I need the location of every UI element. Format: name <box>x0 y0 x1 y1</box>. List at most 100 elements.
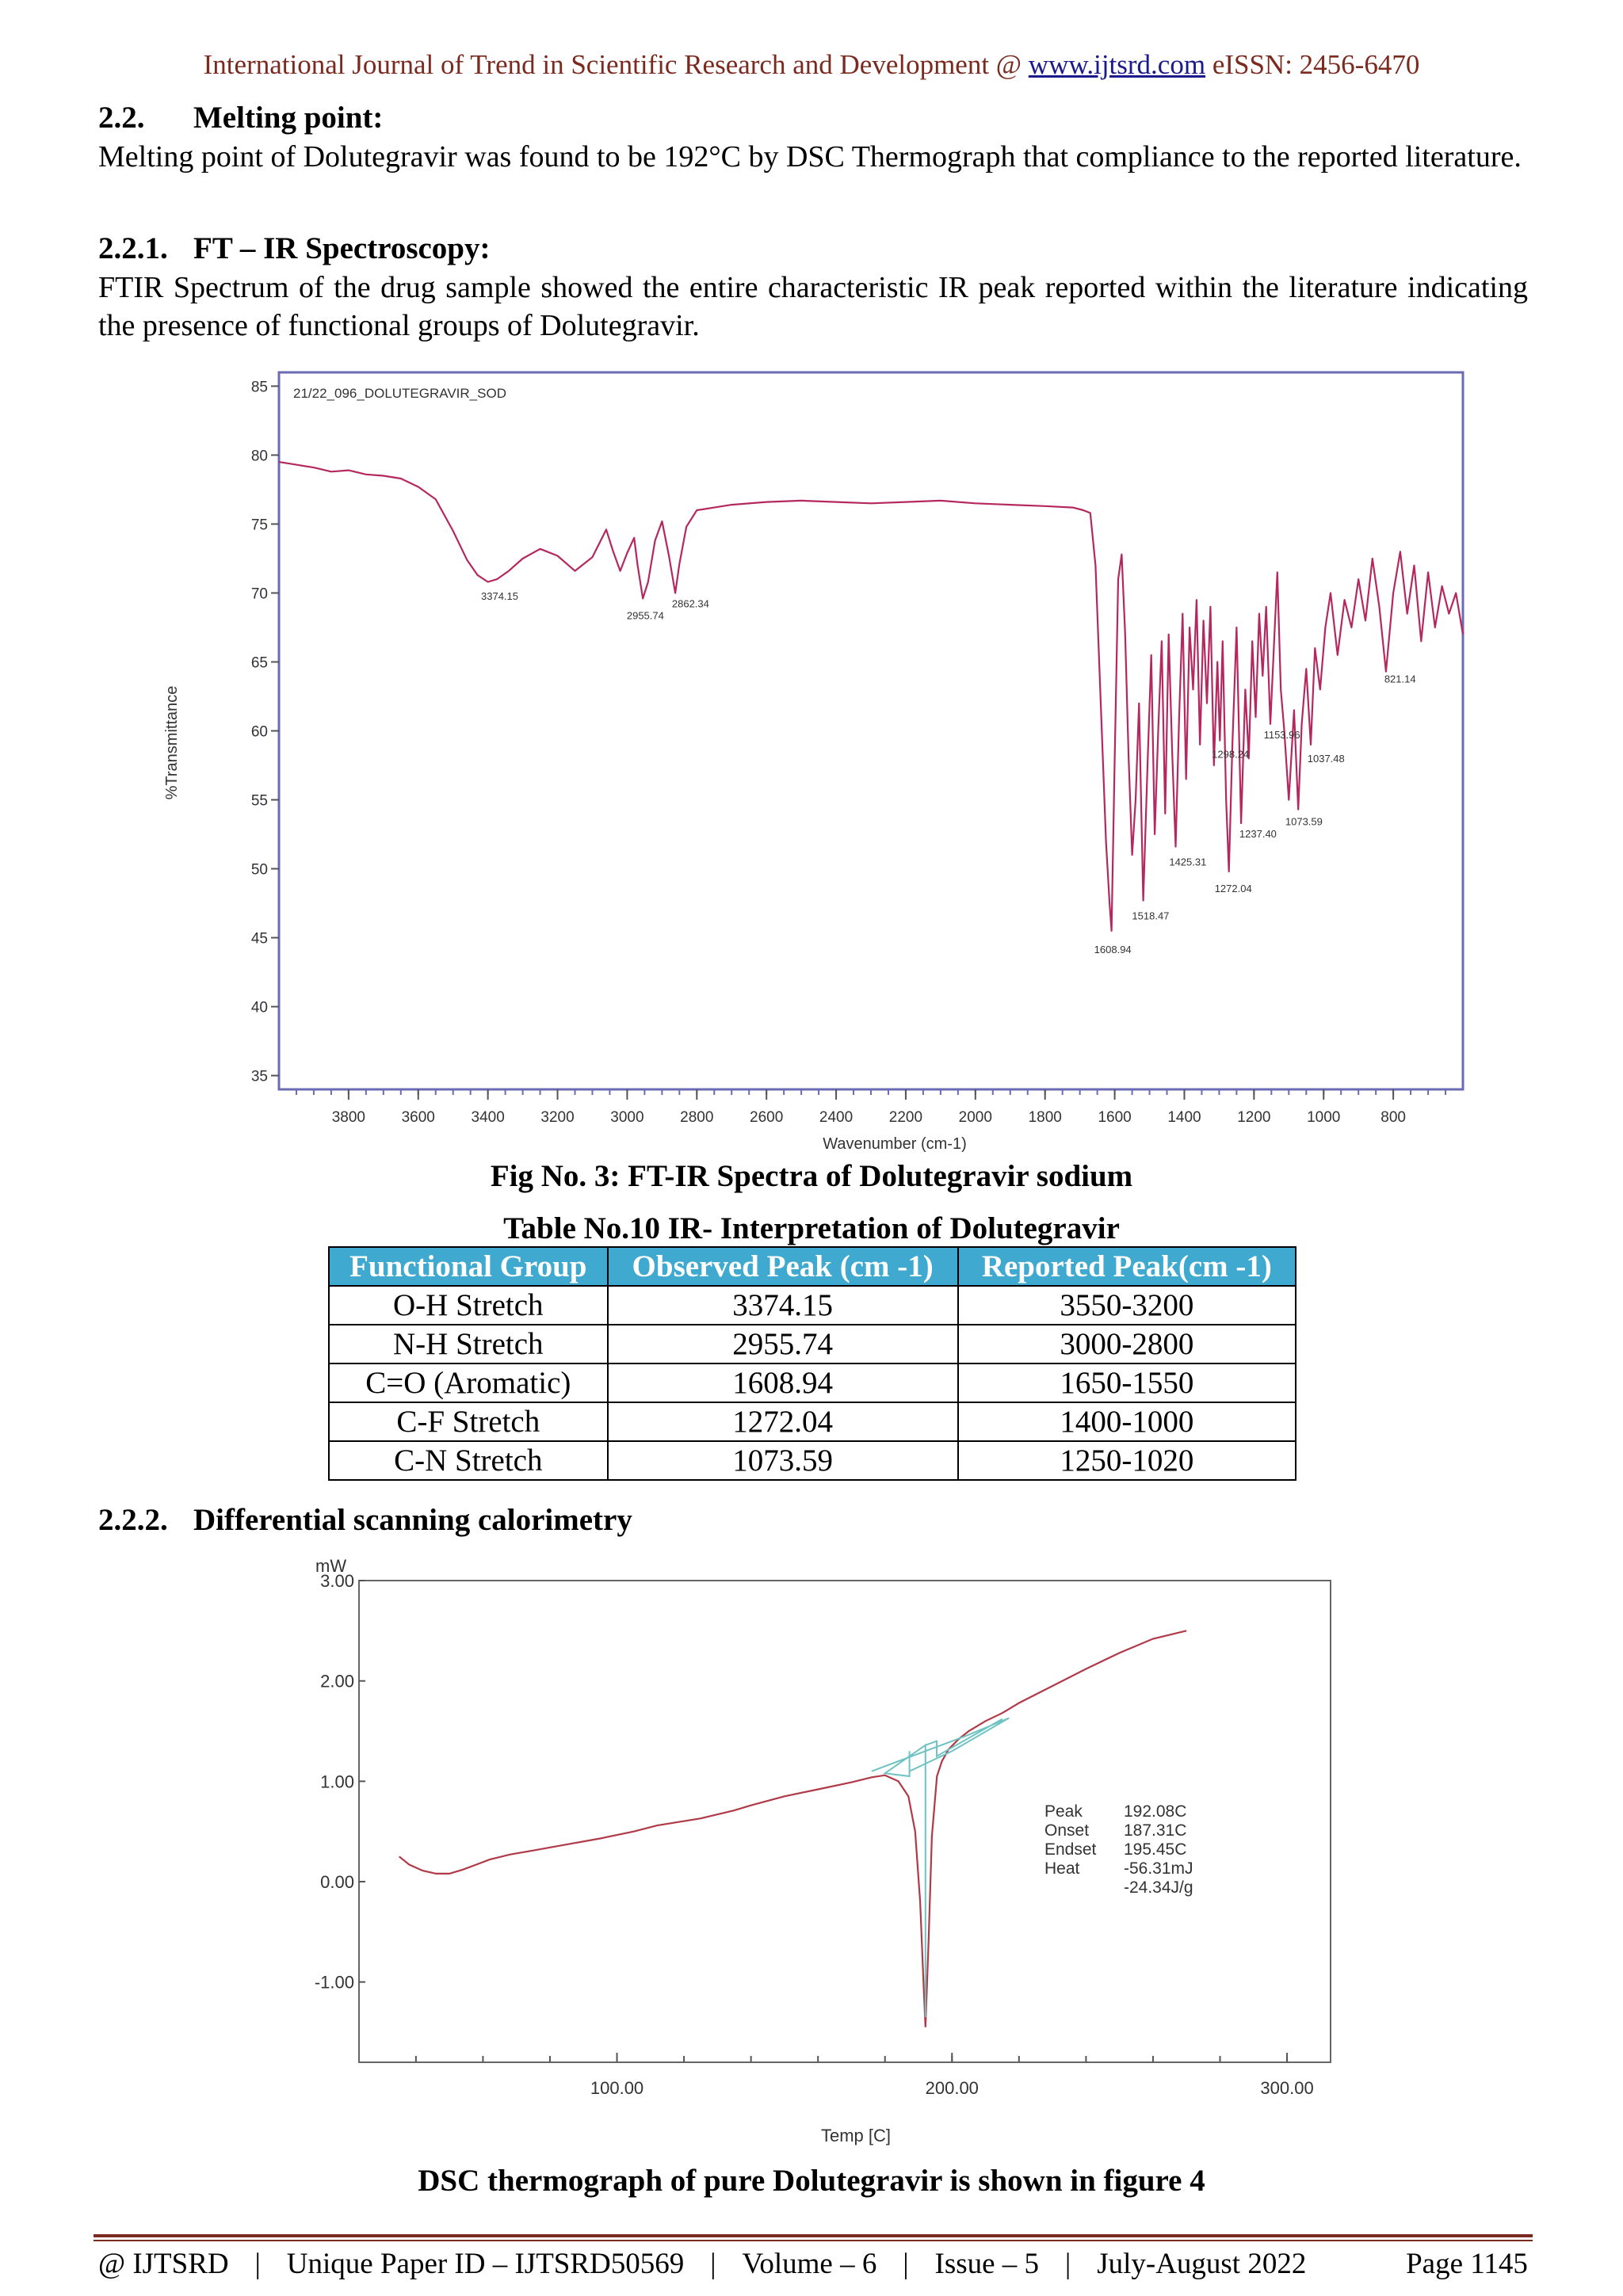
x-tick-label: 800 <box>1381 1109 1406 1126</box>
footer-volume: Volume – 6 <box>742 2248 877 2280</box>
cell-observed-peak: 3374.15 <box>606 1285 959 1325</box>
section-title: Melting point: <box>193 101 384 135</box>
cell-observed-peak: 2955.74 <box>606 1324 959 1364</box>
peak-label: 1298.24 <box>1212 749 1249 761</box>
table-row: C-N Stretch 1073.59 1250-1020 <box>328 1440 1297 1481</box>
cell-functional-group: C=O (Aromatic) <box>328 1363 609 1403</box>
peak-label: 1073.59 <box>1285 816 1323 828</box>
x-tick-label: 2800 <box>680 1109 713 1126</box>
table-row: C=O (Aromatic) 1608.94 1650-1550 <box>328 1363 1297 1403</box>
section-heading-melting: 2.2. Melting point: <box>98 100 383 135</box>
peak-label: 2862.34 <box>672 597 709 609</box>
paragraph-ftir: FTIR Spectrum of the drug sample showed … <box>98 271 1528 342</box>
cell-functional-group: O-H Stretch <box>328 1285 609 1325</box>
y-tick-label: 80 <box>251 448 268 464</box>
y-tick-label: 75 <box>251 517 268 533</box>
section-title: FT – IR Spectroscopy: <box>193 231 491 265</box>
y-axis-label: %Transmittance <box>163 686 181 800</box>
peak-label: 1425.31 <box>1169 856 1206 868</box>
cell-functional-group: C-N Stretch <box>328 1440 609 1481</box>
journal-issn: eISSN: 2456-6470 <box>1205 49 1420 80</box>
footer-separator: | <box>254 2248 261 2280</box>
footer-separator: | <box>903 2248 909 2280</box>
peak-label: 821.14 <box>1384 673 1416 685</box>
footer-spacer <box>1332 2247 1380 2281</box>
y-tick-label: 55 <box>251 793 268 810</box>
x-tick-label: 2000 <box>959 1109 992 1126</box>
peak-label: 3374.15 <box>481 590 518 602</box>
x-tick-label: 2400 <box>819 1109 853 1126</box>
dsc-caption: DSC thermograph of pure Dolutegravir is … <box>418 2164 1205 2198</box>
section-title: Differential scanning calorimetry <box>193 1503 632 1537</box>
table-header-row: Functional Group Observed Peak (cm -1) R… <box>328 1246 1297 1287</box>
footer-rule <box>94 2240 1533 2241</box>
peak-label: 1518.47 <box>1132 910 1169 922</box>
x-tick-label: 2200 <box>889 1109 922 1126</box>
footer-issue: Issue – 5 <box>934 2248 1040 2280</box>
footer-separator: | <box>710 2248 716 2280</box>
cell-reported-peak: 1250-1020 <box>957 1440 1297 1481</box>
peak-label: 1272.04 <box>1215 883 1252 894</box>
cell-functional-group: C-F Stretch <box>328 1402 609 1442</box>
x-tick-label: 1000 <box>1307 1109 1340 1126</box>
section-number: 2.2.1. <box>98 231 168 265</box>
cell-reported-peak: 3000-2800 <box>957 1324 1297 1364</box>
footer-rule <box>94 2234 1533 2237</box>
y-tick-label: 35 <box>251 1069 268 1085</box>
section-heading-ftir: 2.2.1. FT – IR Spectroscopy: <box>98 231 490 266</box>
x-tick-label: 3400 <box>472 1109 505 1126</box>
cell-reported-peak: 1400-1000 <box>957 1402 1297 1442</box>
x-tick-label: 3200 <box>540 1109 574 1126</box>
x-axis-label: Wavenumber (cm-1) <box>823 1135 967 1153</box>
cell-observed-peak: 1272.04 <box>606 1402 959 1442</box>
column-header-functional-group: Functional Group <box>328 1246 609 1287</box>
x-tick-label: 1200 <box>1237 1109 1270 1126</box>
table-row: C-F Stretch 1272.04 1400-1000 <box>328 1402 1297 1442</box>
peak-label: 1153.96 <box>1264 729 1300 741</box>
x-tick-label: 3000 <box>610 1109 643 1126</box>
table-10-caption: Table No.10 IR- Interpretation of Dolute… <box>503 1211 1120 1245</box>
chart-title: 21/22_096_DOLUTEGRAVIR_SOD <box>293 386 506 401</box>
ir-interpretation-table: Functional Group Observed Peak (cm -1) R… <box>328 1246 1297 1481</box>
cell-reported-peak: 3550-3200 <box>957 1285 1297 1325</box>
x-tick-label: 3800 <box>332 1109 365 1126</box>
journal-header: International Journal of Trend in Scient… <box>0 49 1623 81</box>
peak-label: 1237.40 <box>1239 828 1277 840</box>
y-tick-label: 70 <box>251 585 268 602</box>
page-footer: @ IJTSRD | Unique Paper ID – IJTSRD50569… <box>98 2247 1528 2281</box>
spectrum-line <box>278 461 1465 933</box>
column-header-reported-peak: Reported Peak(cm -1) <box>957 1246 1297 1287</box>
x-tick-label: 2600 <box>750 1109 783 1126</box>
cell-observed-peak: 1608.94 <box>606 1363 959 1403</box>
cell-functional-group: N-H Stretch <box>328 1324 609 1364</box>
journal-url-link[interactable]: www.ijtsrd.com <box>1028 49 1206 80</box>
x-tick-label: 1400 <box>1167 1109 1201 1126</box>
y-tick-label: 60 <box>251 724 268 741</box>
cell-observed-peak: 1073.59 <box>606 1440 959 1481</box>
x-tick-label: 1600 <box>1098 1109 1131 1126</box>
y-tick-label: 50 <box>251 862 268 879</box>
table-row: O-H Stretch 3374.15 3550-3200 <box>328 1285 1297 1325</box>
footer-journal: @ IJTSRD <box>98 2248 229 2280</box>
cell-reported-peak: 1650-1550 <box>957 1363 1297 1403</box>
footer-paper-id: Unique Paper ID – IJTSRD50569 <box>286 2248 685 2280</box>
column-header-observed-peak: Observed Peak (cm -1) <box>606 1246 959 1287</box>
section-number: 2.2. <box>98 101 145 135</box>
footer-date: July-August 2022 <box>1097 2248 1307 2280</box>
y-tick-label: 40 <box>251 1000 268 1016</box>
paragraph-melting: Melting point of Dolutegravir was found … <box>98 140 1522 174</box>
y-tick-label: 85 <box>251 379 268 395</box>
journal-name: International Journal of Trend in Scient… <box>203 49 1029 80</box>
peak-label: 1037.48 <box>1308 753 1345 765</box>
figure-3-caption: Fig No. 3: FT-IR Spectra of Dolutegravir… <box>490 1159 1133 1193</box>
y-tick-label: 45 <box>251 931 268 948</box>
footer-page: Page 1145 <box>1406 2248 1528 2280</box>
section-heading-dsc: 2.2.2. Differential scanning calorimetry <box>98 1502 632 1538</box>
x-tick-label: 3600 <box>402 1109 435 1126</box>
table-row: N-H Stretch 2955.74 3000-2800 <box>328 1324 1297 1364</box>
peak-label: 1608.94 <box>1094 944 1132 955</box>
y-tick-label: 65 <box>251 654 268 671</box>
footer-separator: | <box>1064 2248 1071 2280</box>
x-tick-label: 1800 <box>1029 1109 1062 1126</box>
